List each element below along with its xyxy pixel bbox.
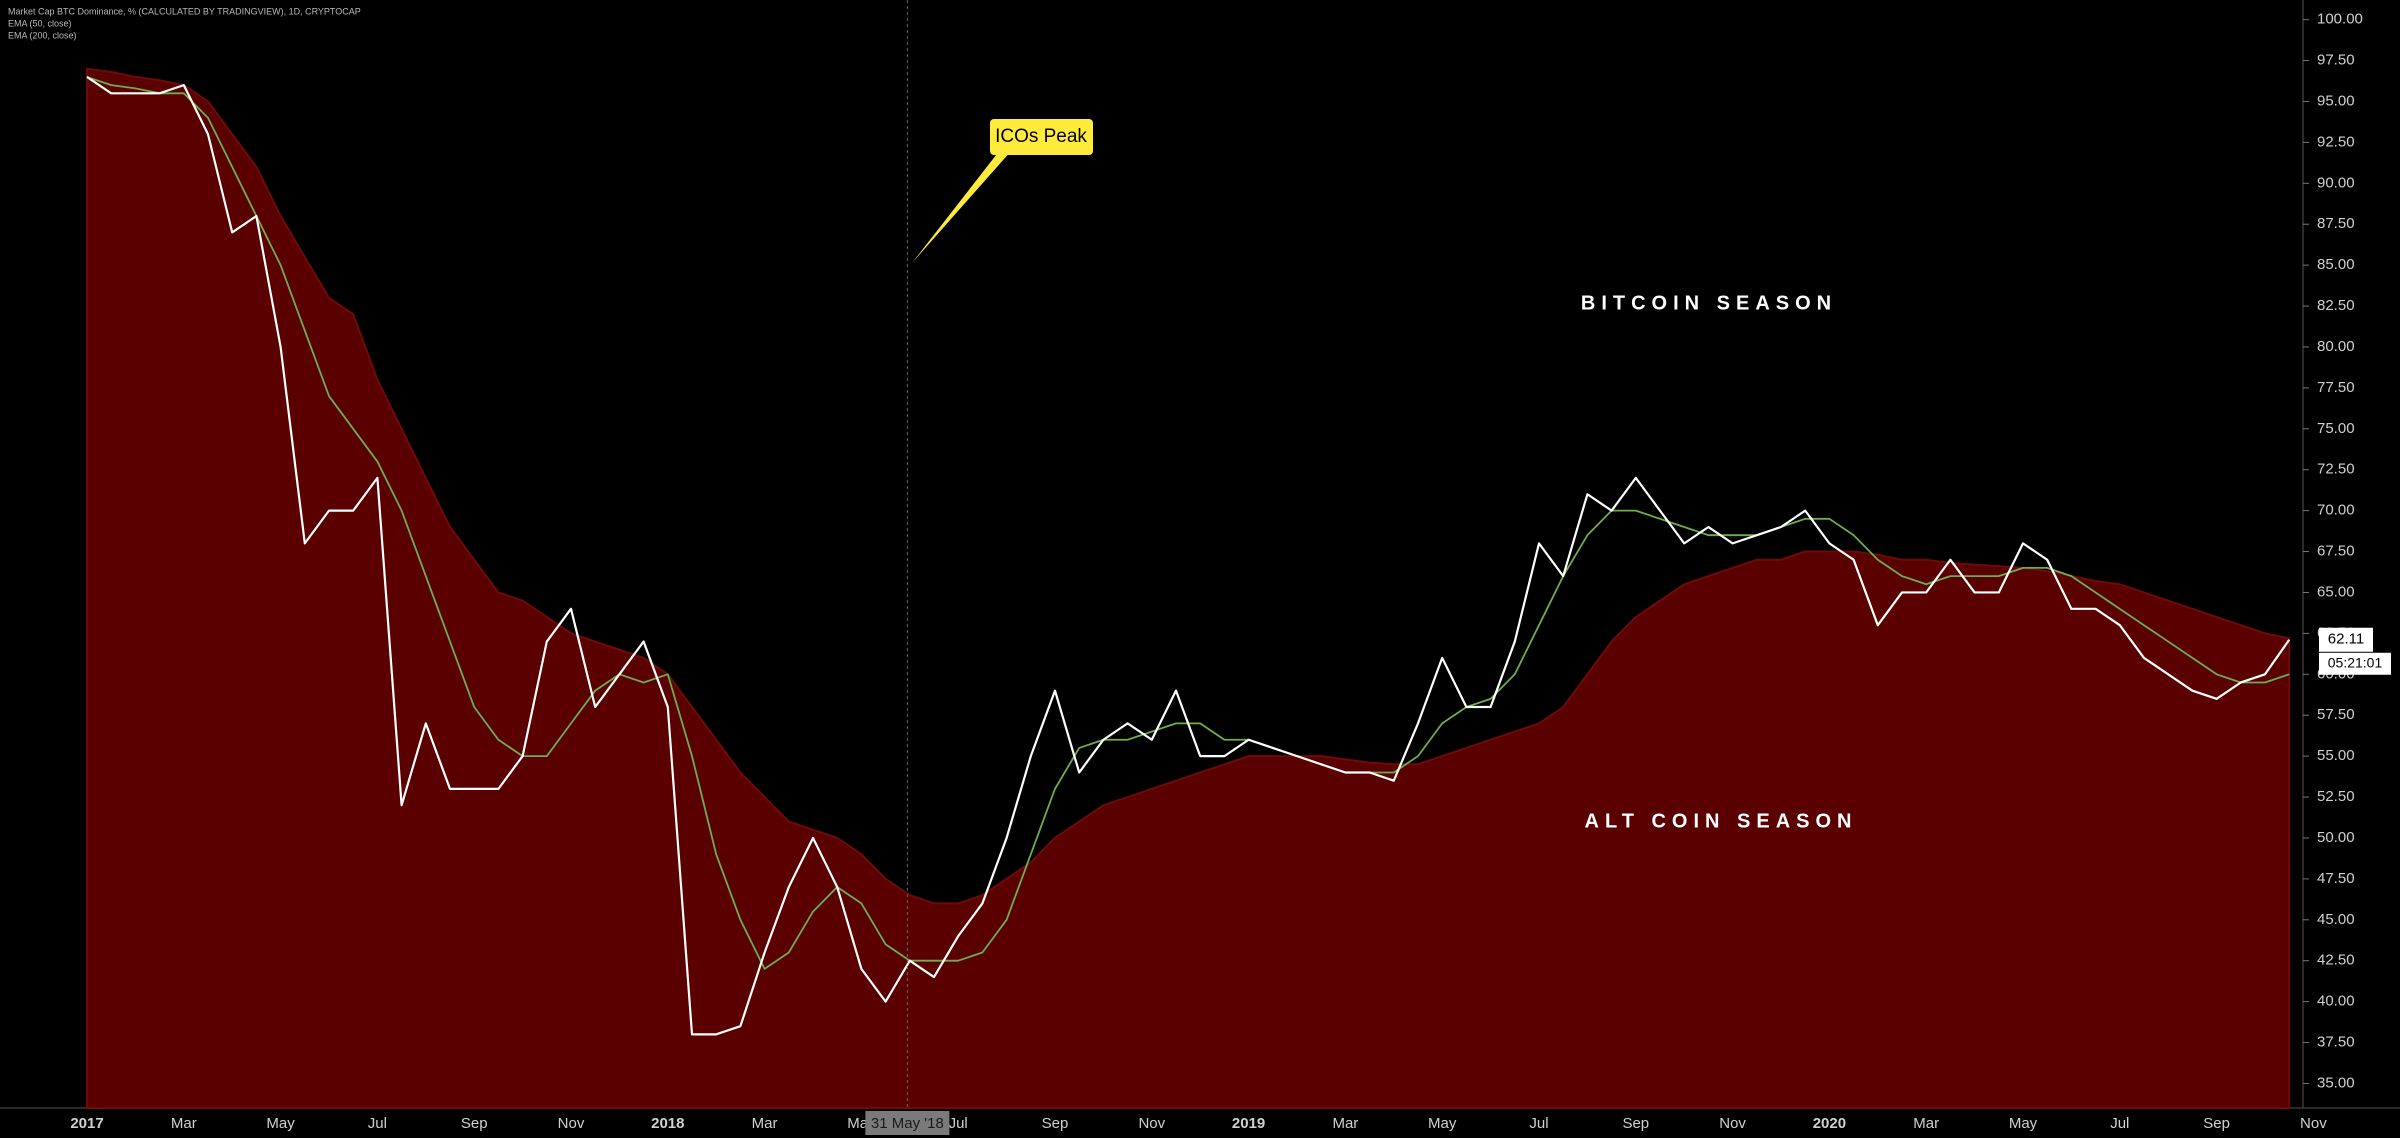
y-tick-label: 87.50 <box>2317 215 2355 232</box>
last-price: 62.11 <box>2328 631 2364 648</box>
x-tick-label: Mar <box>171 1115 197 1132</box>
y-tick-label: 45.00 <box>2317 911 2355 928</box>
y-tick-label: 65.00 <box>2317 583 2355 600</box>
x-tick-label: May <box>2009 1115 2038 1132</box>
y-tick-label: 90.00 <box>2317 174 2355 191</box>
y-tick-label: 80.00 <box>2317 338 2355 355</box>
y-tick-label: 82.50 <box>2317 297 2355 314</box>
y-tick-label: 75.00 <box>2317 420 2355 437</box>
y-tick-label: 95.00 <box>2317 92 2355 109</box>
x-tick-label: Mar <box>752 1115 778 1132</box>
y-tick-label: 85.00 <box>2317 256 2355 273</box>
y-tick-label: 67.50 <box>2317 543 2355 560</box>
x-tick-label: 2017 <box>70 1115 103 1132</box>
y-tick-label: 42.50 <box>2317 952 2355 969</box>
last-price-bg <box>2319 627 2373 652</box>
y-tick-label: 55.00 <box>2317 747 2355 764</box>
crosshair-label-bg <box>865 1111 950 1135</box>
x-tick-label: 2018 <box>651 1115 684 1132</box>
x-tick-label: Sep <box>2203 1115 2230 1132</box>
x-tick-label: Jul <box>949 1115 968 1132</box>
plot-area <box>86 67 2291 1109</box>
season-label: BITCOIN SEASON <box>1581 292 1837 314</box>
y-tick-label: 35.00 <box>2317 1074 2355 1091</box>
ema200-area <box>86 67 2291 1109</box>
crosshair-label: 31 May '18 <box>871 1115 944 1132</box>
countdown: 05:21:01 <box>2328 654 2383 670</box>
x-tick-label: Jul <box>368 1115 387 1132</box>
price-line <box>86 76 2291 1036</box>
y-tick-label: 92.50 <box>2317 133 2355 150</box>
x-tick-label: Sep <box>461 1115 488 1132</box>
x-tick-label: Sep <box>1622 1115 1649 1132</box>
x-tick-label: Jul <box>1529 1115 1548 1132</box>
y-tick-label: 72.50 <box>2317 461 2355 478</box>
x-tick-label: Nov <box>558 1115 585 1132</box>
y-tick-label: 47.50 <box>2317 870 2355 887</box>
y-tick-label: 40.00 <box>2317 993 2355 1010</box>
callout-box <box>990 119 1093 155</box>
x-tick-label: 2020 <box>1813 1115 1846 1132</box>
x-tick-label: Nov <box>2300 1115 2327 1132</box>
season-label: ALT COIN SEASON <box>1585 810 1858 832</box>
legend-entry: Market Cap BTC Dominance, % (CALCULATED … <box>8 6 361 16</box>
x-tick-label: Jul <box>2110 1115 2129 1132</box>
y-tick-label: 100.00 <box>2317 11 2363 28</box>
y-tick-label: 52.50 <box>2317 788 2355 805</box>
countdown-bg <box>2319 652 2391 675</box>
x-tick-label: May <box>1428 1115 1457 1132</box>
y-tick-label: 50.00 <box>2317 829 2355 846</box>
x-tick-label: 2019 <box>1232 1115 1265 1132</box>
callout-pointer <box>912 150 1012 263</box>
x-tick-label: Nov <box>1138 1115 1165 1132</box>
legend-entry: EMA (50, close) <box>8 18 72 28</box>
axes: 35.00 37.50 40.00 42.50 45.00 47.50 50.00 52.50… <box>70 11 2363 1132</box>
overlay: Market Cap BTC Dominance, % (CALCULATED … <box>8 0 2391 1135</box>
y-tick-label: 57.50 <box>2317 706 2355 723</box>
x-tick-label: May <box>266 1115 295 1132</box>
x-tick-label: Mar <box>1913 1115 1939 1132</box>
y-tick-label: 70.00 <box>2317 502 2355 519</box>
y-tick-label: 37.50 <box>2317 1034 2355 1051</box>
y-tick-label: 77.50 <box>2317 379 2355 396</box>
x-tick-label: Mar <box>1332 1115 1358 1132</box>
y-tick-label: 97.50 <box>2317 52 2355 69</box>
callout-text: ICOs Peak <box>995 126 1087 147</box>
x-tick-label: Nov <box>1719 1115 1746 1132</box>
legend-entry: EMA (200, close) <box>8 30 77 40</box>
x-tick-label: Sep <box>1042 1115 1069 1132</box>
